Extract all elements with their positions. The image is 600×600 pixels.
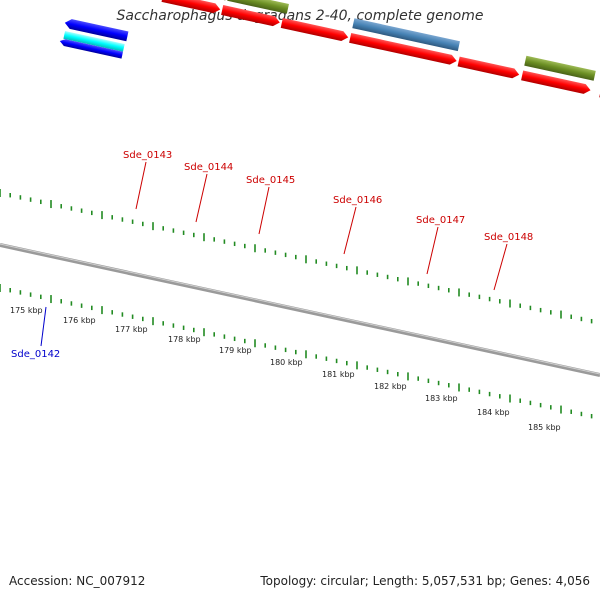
cyan-feature[interactable] bbox=[63, 30, 125, 52]
scale-label: 180 kbp bbox=[270, 358, 303, 367]
gene-label[interactable]: Sde_0145 bbox=[246, 175, 295, 186]
gene-label[interactable]: Sde_0142 bbox=[11, 349, 60, 360]
scale-label: 175 kbp bbox=[10, 306, 43, 315]
outer-tick-track bbox=[0, 189, 593, 324]
inner-tick-track bbox=[0, 284, 593, 419]
scale-label: 183 kbp bbox=[425, 394, 458, 403]
olive-feature[interactable] bbox=[227, 0, 289, 14]
cds-arrow[interactable] bbox=[521, 70, 592, 95]
scale-label: 181 kbp bbox=[322, 370, 355, 379]
gene-label[interactable]: Sde_0143 bbox=[123, 150, 172, 161]
scale-label: 179 kbp bbox=[219, 346, 252, 355]
olive-feature[interactable] bbox=[524, 55, 596, 81]
scale-label: 176 kbp bbox=[63, 316, 96, 325]
scale-label: 177 kbp bbox=[115, 325, 148, 334]
gene-label[interactable]: Sde_0144 bbox=[184, 162, 233, 173]
gene-label[interactable]: Sde_0146 bbox=[333, 195, 382, 206]
gene-label[interactable]: Sde_0148 bbox=[484, 232, 533, 243]
scale-label: 182 kbp bbox=[374, 382, 407, 391]
scale-label: 184 kbp bbox=[477, 408, 510, 417]
cds-arrow[interactable] bbox=[349, 32, 458, 66]
cds-arrow[interactable] bbox=[161, 0, 222, 14]
cds-arrow[interactable] bbox=[280, 18, 350, 42]
genome-backbone bbox=[0, 243, 600, 377]
reverse-cds-arrow[interactable] bbox=[59, 38, 123, 59]
steel-feature[interactable] bbox=[352, 18, 460, 52]
scale-label: 178 kbp bbox=[168, 335, 201, 344]
accession-label: Accession: NC_007912 bbox=[9, 574, 146, 588]
genome-summary: Topology: circular; Length: 5,057,531 bp… bbox=[260, 574, 590, 588]
scale-label: 185 kbp bbox=[528, 423, 561, 432]
cds-arrow[interactable] bbox=[457, 56, 521, 80]
label-leaders bbox=[40, 161, 508, 347]
reverse-cds-arrow[interactable] bbox=[64, 18, 129, 42]
cds-arrow[interactable] bbox=[221, 5, 281, 27]
gene-label[interactable]: Sde_0147 bbox=[416, 215, 465, 226]
